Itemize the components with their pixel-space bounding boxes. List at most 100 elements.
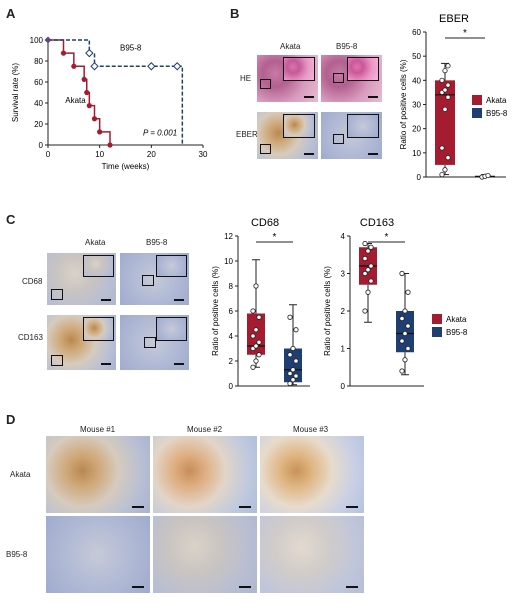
micrograph-b958-mouse3 — [260, 516, 364, 593]
series-label-akata: Akata — [65, 96, 86, 105]
data-point — [439, 77, 445, 83]
series-marker — [172, 62, 182, 71]
data-point — [399, 368, 405, 374]
data-point — [287, 352, 293, 358]
y-tick-label: 3 — [341, 270, 346, 279]
data-point — [362, 255, 368, 262]
data-point — [253, 283, 259, 289]
series-marker — [91, 116, 98, 122]
legend-swatch-akata — [432, 314, 442, 324]
y-tick-label: 2 — [229, 357, 234, 366]
data-point — [250, 308, 256, 314]
y-axis-label: Ratio of positive cells (%) — [399, 59, 408, 149]
panel-letter-b: B — [230, 6, 240, 21]
col-label-akata: Akata — [280, 42, 301, 51]
row-label-b958-d: B95-8 — [6, 550, 28, 559]
data-point — [293, 358, 299, 364]
data-point — [362, 308, 368, 314]
data-point — [439, 145, 445, 151]
data-point — [290, 377, 296, 383]
data-point — [445, 155, 451, 161]
y-tick-label: 12 — [224, 232, 233, 241]
col-label-mouse1: Mouse #1 — [80, 425, 116, 434]
y-tick-label: 2 — [341, 307, 346, 316]
col-label-b958-c: B95-8 — [146, 238, 168, 247]
significance-star: * — [385, 232, 389, 243]
data-point — [485, 172, 491, 179]
y-tick-label: 0 — [341, 382, 346, 391]
data-point — [287, 314, 293, 320]
y-tick-label: 0 — [229, 382, 234, 391]
y-tick-label: 6 — [229, 307, 234, 316]
cd163-boxplot: CD163 0 1 2 3 4 Ratio of positive cells (%) * Ak… — [323, 217, 468, 391]
data-point — [442, 167, 448, 173]
data-point — [445, 82, 451, 88]
data-point — [256, 314, 262, 320]
data-point — [362, 270, 368, 277]
row-label-he: HE — [240, 74, 252, 83]
data-point — [405, 345, 411, 352]
data-point — [368, 278, 374, 284]
p-value-annotation: P = 0.001 — [143, 129, 177, 138]
x-tick-label: 30 — [199, 150, 208, 159]
data-point — [445, 63, 451, 69]
data-point — [442, 68, 448, 74]
y-tick-label: 10 — [412, 149, 421, 158]
micrograph-he-akata — [257, 55, 318, 102]
y-tick-label: 100 — [30, 36, 44, 45]
box-akata — [435, 80, 455, 165]
data-point — [439, 171, 445, 178]
data-point — [256, 339, 262, 345]
data-point — [250, 333, 256, 339]
row-label-cd68: CD68 — [22, 277, 43, 286]
y-tick-label: 1 — [341, 345, 346, 354]
y-tick-label: 40 — [412, 76, 421, 85]
x-tick-label: 0 — [46, 150, 51, 159]
series-marker — [86, 103, 92, 109]
panel-letter-c: C — [6, 212, 16, 227]
col-label-mouse2: Mouse #2 — [187, 425, 223, 434]
survival-chart: 0 20 40 60 80 100 0 10 20 30 Time (weeks) Survival … — [11, 36, 208, 171]
series-marker — [71, 63, 77, 69]
cd68-boxplot: CD68 0 2 4 6 8 10 12 Ratio of positive cells (%)… — [211, 217, 310, 391]
micrograph-akata-mouse3 — [260, 436, 364, 513]
data-point — [293, 373, 299, 379]
y-axis-label: Survival rate (%) — [11, 63, 20, 122]
y-tick-label: 60 — [412, 28, 421, 37]
data-point — [399, 315, 405, 322]
data-point — [362, 240, 368, 247]
data-point — [368, 263, 374, 269]
y-tick-label: 20 — [34, 120, 43, 129]
legend-label-akata: Akata — [446, 315, 467, 324]
data-point — [365, 267, 371, 273]
series-marker — [90, 62, 99, 71]
significance-star: * — [273, 232, 277, 243]
micrograph-eber-b958 — [321, 112, 382, 159]
y-tick-label: 0 — [39, 141, 44, 150]
y-tick-label: 0 — [417, 173, 422, 182]
y-tick-label: 30 — [412, 101, 421, 110]
micrograph-b958-mouse1 — [46, 516, 150, 593]
col-label-akata-c: Akata — [85, 238, 106, 247]
data-point — [402, 330, 408, 337]
data-point — [405, 289, 411, 295]
y-tick-label: 8 — [229, 282, 234, 291]
data-point — [290, 367, 296, 373]
micrograph-b958-mouse2 — [153, 516, 257, 593]
box-akata — [247, 313, 265, 355]
legend-swatch-akata — [472, 95, 482, 105]
col-label-mouse3: Mouse #3 — [293, 425, 329, 434]
data-point — [365, 248, 371, 254]
data-point — [368, 244, 374, 250]
data-point — [253, 358, 259, 364]
y-tick-label: 10 — [224, 257, 233, 266]
y-axis-label: Ratio of positive cells (%) — [323, 266, 332, 356]
micrograph-he-b958 — [321, 55, 382, 102]
panel-letter-a: A — [6, 6, 16, 21]
x-tick-label: 20 — [147, 150, 156, 159]
legend-label-b958: B95-8 — [486, 109, 508, 118]
data-point — [256, 352, 262, 358]
legend-label-b958: B95-8 — [446, 328, 468, 337]
data-point — [442, 87, 448, 93]
y-tick-label: 50 — [412, 52, 421, 61]
